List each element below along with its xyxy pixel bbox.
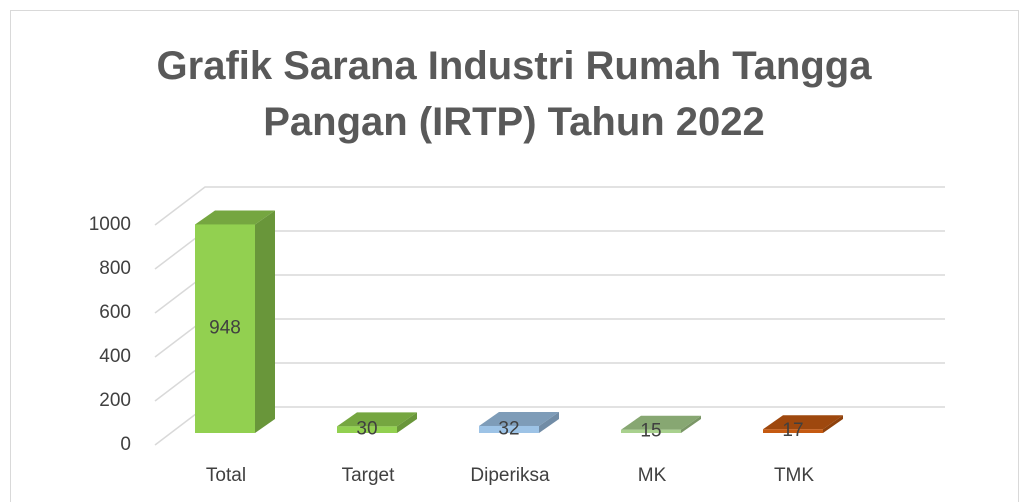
- y-tick-label: 800: [99, 258, 131, 279]
- data-label: 32: [498, 418, 519, 439]
- bar-top: [479, 411, 559, 426]
- bar: [195, 224, 255, 433]
- data-label: 30: [356, 419, 377, 440]
- y-tick-label: 600: [99, 302, 131, 323]
- chart-frame: [10, 10, 1019, 502]
- bar-top: [763, 415, 843, 430]
- bar-top: [621, 415, 701, 430]
- y-tick-label: 200: [99, 390, 131, 411]
- x-tick-label: MK: [638, 465, 667, 486]
- data-label: 17: [782, 420, 803, 441]
- data-label: 948: [209, 318, 241, 339]
- grid-line: [154, 186, 945, 226]
- bar-side: [681, 415, 701, 433]
- bar: [337, 426, 397, 433]
- x-tick-label: Total: [206, 465, 246, 486]
- chart-title: Grafik Sarana Industri Rumah Tangga Pang…: [156, 44, 872, 144]
- bar-side: [539, 411, 559, 433]
- y-tick-label: 400: [99, 346, 131, 367]
- data-label: 15: [640, 420, 661, 441]
- bar: [621, 429, 681, 433]
- y-tick-label: 1000: [89, 214, 131, 235]
- x-tick-label: Target: [342, 465, 396, 486]
- bar-side: [823, 415, 843, 433]
- bar: [479, 425, 539, 433]
- bar-top: [337, 412, 417, 427]
- x-tick-label: TMK: [774, 465, 814, 486]
- y-tick-label: 0: [120, 434, 131, 455]
- bar: [763, 429, 823, 433]
- x-tick-label: Diperiksa: [470, 465, 550, 486]
- bar-side: [255, 210, 275, 433]
- bar-side: [397, 412, 417, 433]
- bar-top: [195, 210, 275, 225]
